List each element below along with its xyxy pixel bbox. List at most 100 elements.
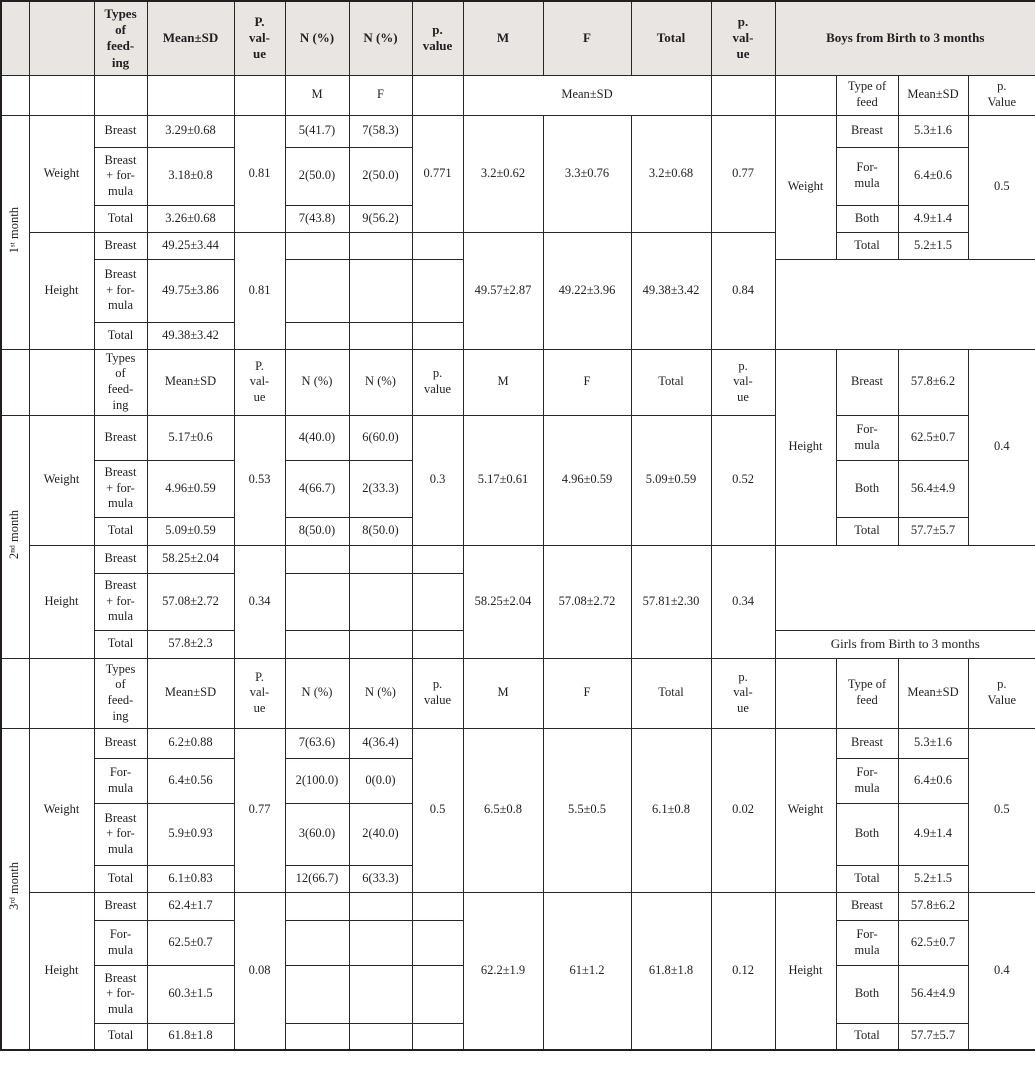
girls-height-type-2: Both — [835, 964, 899, 1024]
m3-height-mean-1: 62.5±0.7 — [146, 919, 235, 966]
boys-height-mean-0: 57.8±6.2 — [897, 348, 969, 416]
midheader2-types-of-feeding: Types of feed- ing — [93, 657, 148, 729]
midheader2-n-pct-f: N (%) — [348, 657, 413, 729]
m3-height-type-2: Breast + for- mula — [93, 964, 148, 1024]
m2-weight-mean-2: 5.09±0.59 — [146, 516, 235, 546]
m2-weight-p-feeding: 0.53 — [233, 414, 286, 546]
header-mean-sd: Mean±SD — [146, 0, 235, 76]
boys-weight-type-0: Breast — [835, 114, 899, 148]
girls-height-mean-3: 57.7±5.7 — [897, 1022, 969, 1051]
m1-weight-mean-0: 3.29±0.68 — [146, 114, 235, 148]
boys-weight-label: Weight — [774, 114, 837, 260]
boys-height-type-2: Both — [835, 459, 899, 518]
right-header-p-value: p. Value — [967, 74, 1035, 116]
month-3-label: 3ʳᵈ month — [7, 862, 22, 911]
empty-cell — [146, 74, 235, 116]
m1-height-type-2: Total — [93, 321, 148, 350]
empty-cell — [348, 629, 413, 659]
girls-height-p: 0.4 — [967, 891, 1035, 1051]
m3-weight-nm-2: 3(60.0) — [284, 802, 350, 866]
corner-cell — [0, 0, 30, 76]
midheader-types-of-feeding: Types of feed- ing — [93, 348, 148, 416]
right-header-type-of-feed: Type of feed — [835, 74, 899, 116]
m3-height-p-feeding: 0.08 — [233, 891, 286, 1051]
m2-weight-p-n: 0.3 — [411, 414, 464, 546]
empty-cell — [411, 321, 464, 350]
m2-weight-mean-0: 5.17±0.6 — [146, 414, 235, 461]
month-2-label-cell: 2ⁿᵈ month — [0, 414, 30, 659]
empty-cell — [0, 74, 30, 116]
month-3-label-cell: 3ʳᵈ month — [0, 727, 30, 1051]
m1-height-label: Height — [28, 231, 95, 350]
girls-height-label: Height — [774, 891, 837, 1051]
boys-height-type-3: Total — [835, 516, 899, 546]
m2-height-type-1: Breast + for- mula — [93, 572, 148, 631]
m2-height-mean-2: 57.8±2.3 — [146, 629, 235, 659]
m3-weight-total: 6.1±0.8 — [630, 727, 712, 893]
m1-weight-label: Weight — [28, 114, 95, 233]
m1-weight-p-mf: 0.77 — [710, 114, 776, 233]
empty-cell — [284, 891, 350, 921]
boys-weight-p: 0.5 — [967, 114, 1035, 260]
empty-cell — [348, 964, 413, 1024]
m2-weight-label: Weight — [28, 414, 95, 546]
m3-weight-nm-1: 2(100.0) — [284, 757, 350, 804]
m1-height-p-feeding: 0.81 — [233, 231, 286, 350]
empty-cell — [0, 657, 30, 729]
subheader-f: F — [348, 74, 413, 116]
m1-height-m: 49.57±2.87 — [462, 231, 544, 350]
empty-header-cell — [28, 0, 95, 76]
empty-cell — [233, 74, 286, 116]
header-f: F — [542, 0, 632, 76]
empty-cell — [284, 544, 350, 574]
midheader2-total: Total — [630, 657, 712, 729]
header-n-pct-f: N (%) — [348, 0, 413, 76]
empty-cell — [411, 258, 464, 323]
empty-cell — [28, 348, 95, 416]
midheader-f: F — [542, 348, 632, 416]
m1-weight-mean-1: 3.18±0.8 — [146, 146, 235, 206]
m2-height-p-mf: 0.34 — [710, 544, 776, 659]
m1-weight-p-feeding: 0.81 — [233, 114, 286, 233]
midheader2-f: F — [542, 657, 632, 729]
girls-weight-mean-2: 4.9±1.4 — [897, 802, 969, 866]
empty-cell — [93, 74, 148, 116]
m2-weight-mean-1: 4.96±0.59 — [146, 459, 235, 518]
m3-weight-type-2: Breast + for- mula — [93, 802, 148, 866]
empty-cell — [0, 348, 30, 416]
empty-cell — [411, 891, 464, 921]
m1-height-mean-0: 49.25±3.44 — [146, 231, 235, 260]
m3-weight-nf-1: 0(0.0) — [348, 757, 413, 804]
month-1-label-cell: 1ˢᵗ month — [0, 114, 30, 350]
m1-weight-nf-2: 9(56.2) — [348, 204, 413, 233]
m3-weight-nm-3: 12(66.7) — [284, 864, 350, 893]
m3-weight-mean-3: 6.1±0.83 — [146, 864, 235, 893]
empty-cell — [710, 74, 776, 116]
empty-cell — [411, 544, 464, 574]
month-2-label: 2ⁿᵈ month — [7, 509, 22, 559]
midheader-p-value-mf: p. val- ue — [710, 348, 776, 416]
boys-height-mean-2: 56.4±4.9 — [897, 459, 969, 518]
empty-cell — [348, 919, 413, 966]
header-p-value-mf: p. val- ue — [710, 0, 776, 76]
m3-height-total: 61.8±1.8 — [630, 891, 712, 1051]
girls-weight-label: Weight — [774, 727, 837, 893]
m3-height-mean-0: 62.4±1.7 — [146, 891, 235, 921]
m3-height-mean-3: 61.8±1.8 — [146, 1022, 235, 1051]
boys-banner: Boys from Birth to 3 months — [774, 0, 1035, 76]
m1-height-p-mf: 0.84 — [710, 231, 776, 350]
girls-weight-mean-3: 5.2±1.5 — [897, 864, 969, 893]
m2-height-mean-0: 58.25±2.04 — [146, 544, 235, 574]
empty-cell — [284, 321, 350, 350]
m1-height-f: 49.22±3.96 — [542, 231, 632, 350]
m1-weight-nm-1: 2(50.0) — [284, 146, 350, 206]
m3-height-mean-2: 60.3±1.5 — [146, 964, 235, 1024]
empty-cell — [284, 629, 350, 659]
empty-cell — [284, 572, 350, 631]
header-p-value-feeding: P. val- ue — [233, 0, 286, 76]
boys-height-mean-1: 62.5±0.7 — [897, 414, 969, 461]
m2-weight-nm-2: 8(50.0) — [284, 516, 350, 546]
empty-cell — [348, 544, 413, 574]
midheader2-p-value-feeding: P. val- ue — [233, 657, 286, 729]
m2-weight-nf-0: 6(60.0) — [348, 414, 413, 461]
